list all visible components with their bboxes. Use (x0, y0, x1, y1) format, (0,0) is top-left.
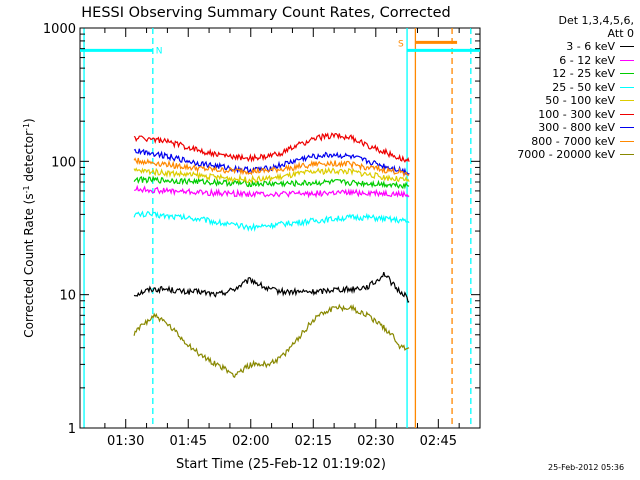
y-axis-label-main: Corrected Count Rate (s (22, 193, 36, 337)
y-tick-label-3: 1000 (43, 22, 76, 37)
legend-swatch (620, 73, 634, 75)
x-tick-label-0: 01:30 (107, 434, 144, 449)
annotation-s: S (398, 39, 404, 49)
x-tick-label-3: 02:15 (295, 434, 332, 449)
legend-entry-label: 12 - 25 keV (552, 67, 615, 81)
series-line-2 (133, 175, 410, 190)
legend-entry-label: 7000 - 20000 keV (517, 148, 615, 162)
legend-entry: 50 - 100 keV (478, 94, 634, 108)
y-tick-label-1: 10 (59, 289, 76, 304)
legend-entry-label: 25 - 50 keV (552, 80, 615, 94)
series-line-3 (133, 210, 410, 232)
legend-entry-label: 800 - 7000 keV (531, 134, 615, 148)
y-axis-label: Corrected Count Rate (s-1 detector-1) (22, 118, 37, 337)
legend-entry-label: 300 - 800 keV (538, 121, 615, 135)
x-tick-label-4: 02:30 (357, 434, 394, 449)
axes: 1 10 100 1000 01:30 01:45 02:00 02:15 02:30 02:45 (43, 22, 480, 449)
legend-swatch (620, 127, 634, 129)
legend-swatch (620, 154, 634, 156)
legend-swatch (620, 113, 634, 115)
legend-entry: 300 - 800 keV (478, 121, 634, 135)
legend-entry: 25 - 50 keV (478, 81, 634, 95)
legend-entry: 12 - 25 keV (478, 67, 634, 81)
x-tick-label-1: 01:45 (170, 434, 207, 449)
state-bars: NS (80, 39, 480, 56)
y-tick-label-2: 100 (51, 155, 76, 170)
series-layer (133, 132, 410, 379)
series-line-1 (134, 184, 410, 199)
y-axis-label-end: ) (22, 118, 36, 123)
annotation-n: N (156, 46, 163, 56)
y-axis-label-sup1: -1 (22, 185, 31, 193)
y-axis-label-sup2: -1 (22, 123, 31, 131)
legend-entry-label: 3 - 6 keV (566, 40, 615, 54)
legend-detectors: Det 1,3,4,5,6, (558, 14, 634, 27)
legend-entry-label: 50 - 100 keV (545, 94, 615, 108)
x-axis-label: Start Time (25-Feb-12 01:19:02) (176, 457, 386, 472)
legend-swatch (620, 140, 634, 142)
series-line-4 (133, 166, 410, 184)
legend-entry: 3 - 6 keV (478, 40, 634, 54)
legend-entry: 7000 - 20000 keV (478, 148, 634, 162)
plot-frame (79, 27, 481, 429)
series-line-6 (133, 148, 410, 177)
legend-entries: 3 - 6 keV 6 - 12 keV 12 - 25 keV 25 - 50 ke… (478, 40, 634, 162)
vertical-markers (83, 28, 472, 428)
y-axis-label-mid: detector (22, 131, 36, 186)
x-tick-label-2: 02:00 (232, 434, 269, 449)
legend: Det 1,3,4,5,6, Att 0 3 - 6 keV 6 - 12 keV… (478, 14, 634, 162)
plot-area (79, 27, 481, 429)
legend-swatch (620, 46, 634, 48)
series-line-5 (133, 132, 410, 163)
legend-entry-label: 100 - 300 keV (538, 107, 615, 121)
series-line-8 (133, 303, 410, 379)
x-tick-label-5: 02:45 (420, 434, 457, 449)
legend-entry-label: 6 - 12 keV (559, 53, 615, 67)
legend-entry: 100 - 300 keV (478, 108, 634, 122)
series-line-0 (133, 271, 410, 303)
y-tick-label-0: 1 (68, 422, 76, 437)
legend-swatch (620, 86, 634, 88)
series-line-7 (133, 157, 410, 178)
legend-swatch (620, 59, 634, 61)
plot-timestamp: 25-Feb-2012 05:36 (548, 463, 625, 472)
chart-title: HESSI Observing Summary Count Rates, Cor… (81, 5, 450, 21)
legend-entry: 6 - 12 keV (478, 54, 634, 68)
legend-attenuator: Att 0 (607, 27, 634, 40)
legend-swatch (620, 100, 634, 102)
legend-entry: 800 - 7000 keV (478, 135, 634, 149)
